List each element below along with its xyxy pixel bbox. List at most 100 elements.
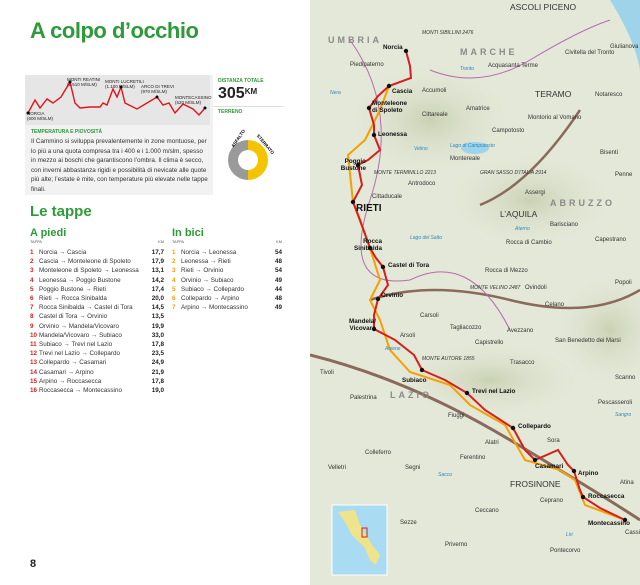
map-stop-label: Norcia bbox=[383, 44, 403, 51]
stage-route: Arpino → Montecassino bbox=[181, 304, 248, 312]
stage-row: 2 Cascia → Monteleone di Spoleto 17,9 bbox=[30, 257, 164, 266]
peak-dot bbox=[155, 95, 159, 99]
stage-route: Rocca Sinibalda → Castel di Tora bbox=[39, 304, 133, 312]
map-stop-label: Casamari bbox=[535, 463, 564, 470]
foot-heading: A piedi bbox=[30, 227, 67, 239]
map-water-label: Tronto bbox=[460, 66, 475, 72]
stage-route: Cascia → Monteleone di Spoleto bbox=[39, 258, 131, 266]
map-city-label: ASCOLI PICENO bbox=[510, 2, 577, 12]
map-city-label: TERAMO bbox=[535, 89, 572, 99]
map-stop-label: Orvinio bbox=[381, 292, 404, 299]
stage-row: 8 Castel di Tora → Orvinio 13,5 bbox=[30, 312, 164, 321]
elevation-profile-chart bbox=[26, 80, 207, 117]
bike-heading: In bici bbox=[172, 227, 204, 239]
stage-number: 1 bbox=[30, 249, 34, 257]
stage-route: Orvinio → Subiaco bbox=[181, 276, 234, 284]
map-town-label: Civitella del Tronto bbox=[565, 50, 615, 56]
region-border bbox=[349, 39, 511, 331]
map-city-label: FROSINONE bbox=[510, 479, 561, 489]
map-mountain-label: GRAN SASSO D’ITALIA 2914 bbox=[480, 170, 547, 176]
bike-route-line bbox=[346, 85, 626, 521]
map-stop-label: Arpino bbox=[578, 470, 599, 477]
map-mountain-label: MONTE VELINO 2487 bbox=[470, 285, 521, 291]
map-town-label: Rocca di Mezzo bbox=[485, 268, 528, 274]
map-town-label: Palestrina bbox=[350, 395, 377, 401]
page-title: A colpo d’occhio bbox=[30, 18, 199, 43]
stage-km: 23,5 bbox=[151, 350, 164, 358]
map-town-label: Tivoli bbox=[320, 370, 334, 376]
peak-label: Norcia (600 m/slm) bbox=[27, 111, 54, 121]
stage-row: 3 Rieti → Orvinio 54 bbox=[172, 266, 282, 275]
map-region-label: LAZIO bbox=[390, 390, 432, 400]
stage-stop-dot bbox=[419, 367, 425, 373]
lake bbox=[461, 142, 489, 154]
stage-km: 17,8 bbox=[151, 340, 164, 348]
foot-stages-table: TAPPA KM 1 Norcia → Cascia 17,7 2 Cascia → Mo… bbox=[30, 240, 164, 395]
map-stop-label: Roccasecca bbox=[588, 493, 625, 500]
stage-km: 49 bbox=[274, 276, 282, 284]
map-town-label: Popoli bbox=[615, 280, 632, 286]
map-town-label: Acquasanta Terme bbox=[488, 63, 538, 69]
peak-dot bbox=[68, 80, 72, 84]
stage-km: 14,2 bbox=[151, 276, 164, 284]
stage-row: 9 Orvinio → Mandela/Vicovaro 19,9 bbox=[30, 322, 164, 331]
map-town-label: Trasacco bbox=[510, 360, 535, 366]
map-town-label: Ovindoli bbox=[525, 285, 547, 291]
stage-route: Collepardo → Arpino bbox=[181, 295, 240, 303]
stage-number: 15 bbox=[30, 377, 38, 385]
italy-shape bbox=[338, 510, 380, 565]
stage-row: 5 Subiaco → Collepardo 44 bbox=[172, 285, 282, 294]
map-town-label: San Benedetto dei Marsi bbox=[555, 338, 621, 344]
stage-route: Subiaco → Trevi nel Lazio bbox=[39, 340, 113, 348]
stage-row: 4 Leonessa → Poggio Bustone 14,2 bbox=[30, 276, 164, 285]
map-town-label: Priverno bbox=[445, 542, 468, 548]
map-town-label: Ferentino bbox=[460, 455, 486, 461]
stage-km: 14,5 bbox=[151, 304, 164, 312]
table-header: TAPPA KM bbox=[30, 240, 164, 244]
peak-label: Montecassino (520 m/slm) bbox=[175, 95, 212, 105]
map-water-label: Aniene bbox=[385, 346, 401, 352]
stage-km: 17,9 bbox=[151, 258, 164, 266]
asphalt-slice bbox=[227, 140, 248, 180]
stage-km: 19,9 bbox=[151, 322, 164, 330]
stage-row: 5 Poggio Bustone → Rieti 17,4 bbox=[30, 285, 164, 294]
distance-value: 305KM bbox=[218, 85, 258, 102]
peak-dot bbox=[26, 111, 30, 115]
map-town-label: Giulianova bbox=[610, 44, 639, 50]
stage-number: 3 bbox=[30, 267, 34, 275]
stage-km: 49 bbox=[274, 304, 282, 312]
stage-number: 14 bbox=[30, 368, 38, 376]
stage-number: 5 bbox=[30, 285, 34, 293]
stage-stop-dot bbox=[386, 83, 392, 89]
table-header: TAPPA KM bbox=[172, 240, 282, 244]
area-marker bbox=[361, 527, 368, 538]
stage-row: 6 Collepardo → Arpino 48 bbox=[172, 294, 282, 303]
region-border bbox=[429, 19, 611, 79]
map-stop-label: RIETI bbox=[356, 203, 382, 214]
map-town-label: Avezzano bbox=[507, 328, 534, 334]
stages-heading: Le tappe bbox=[30, 203, 92, 220]
stage-route: Rieti → Orvinio bbox=[181, 267, 224, 275]
stage-stop-dot bbox=[510, 425, 516, 431]
stage-km: 48 bbox=[274, 295, 282, 303]
stage-km: 13,5 bbox=[151, 313, 164, 321]
stage-stop-dot bbox=[367, 245, 373, 251]
map-town-label: Arsoli bbox=[400, 333, 416, 339]
stage-km: 48 bbox=[274, 258, 282, 266]
map-water-label: Sacco bbox=[438, 472, 452, 478]
stage-number: 16 bbox=[30, 386, 38, 394]
map-base bbox=[310, 0, 640, 576]
stage-number: 11 bbox=[30, 340, 37, 348]
stage-row: 15 Arpino → Roccasecca 17,8 bbox=[30, 377, 164, 386]
map-mountain-label: MONTE TERMINILLO 2213 bbox=[374, 170, 436, 176]
map-town-label: Cittaducale bbox=[372, 194, 403, 200]
peak-label: Arco di Trevi (970 m/slm) bbox=[141, 84, 175, 94]
stage-number: 7 bbox=[30, 304, 34, 312]
stage-row: 7 Rocca Sinibalda → Castel di Tora 14,5 bbox=[30, 303, 164, 312]
map-town-label: Capestrano bbox=[595, 237, 627, 243]
map-region-label: UMBRIA bbox=[328, 35, 382, 45]
distance-label: Distanza totale bbox=[218, 78, 264, 84]
route-map: Norcia Cascia Monteleone di Spoleto Leoness… bbox=[310, 0, 640, 585]
stage-number: 6 bbox=[172, 295, 176, 303]
stage-route: Subiaco → Collepardo bbox=[181, 285, 245, 293]
